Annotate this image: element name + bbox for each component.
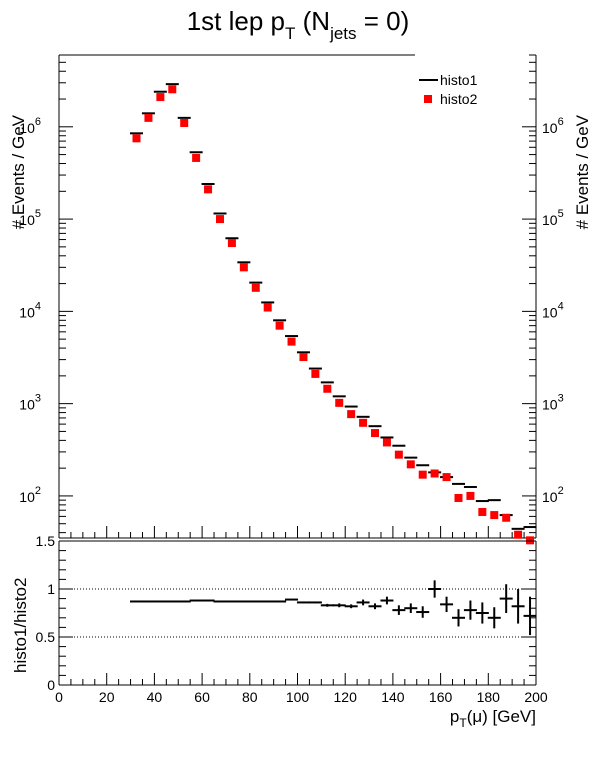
histo2-point [204, 185, 213, 194]
legend: histo1 histo2 [419, 72, 478, 107]
histo2-point [287, 337, 296, 346]
upper-y-axis-label-right: # Events / GeV [573, 114, 592, 229]
upper-y-tick-label-right: 102 [542, 485, 564, 505]
histo2-point [263, 303, 272, 312]
histo2-point [382, 438, 391, 447]
histo2-point [514, 530, 523, 539]
histo2-point [192, 153, 201, 162]
upper-y-tick-label-left: 102 [19, 485, 41, 505]
x-axis-label: pT(μ) [GeV] [450, 707, 536, 730]
histo1-series [130, 83, 537, 530]
ratio-series [130, 580, 537, 636]
histo2-point [251, 283, 260, 292]
histo2-point [215, 215, 224, 224]
histo2-point [430, 469, 439, 478]
histo2-point [239, 263, 248, 272]
histo2-point [371, 429, 380, 438]
histo2-point [180, 118, 189, 127]
lower-y-tick-label: 0.5 [36, 629, 56, 645]
x-tick-label: 160 [429, 689, 453, 705]
histo2-point [275, 321, 284, 330]
legend-histo1-label: histo1 [440, 72, 478, 88]
x-tick-label: 40 [147, 689, 163, 705]
lower-y-tick-label: 1.5 [36, 533, 56, 549]
histo2-point [168, 85, 177, 94]
x-tick-label: 60 [194, 689, 210, 705]
legend-histo2-label: histo2 [440, 91, 478, 107]
x-tick-label: 0 [55, 689, 63, 705]
ratio-reference-lines [59, 588, 536, 638]
histo2-point [323, 384, 332, 393]
histo2-point [299, 353, 308, 362]
histo2-point [526, 536, 535, 545]
upper-y-tick-labels-right: 102 103 104 105 106 [542, 116, 564, 505]
lower-y-tick-label: 0 [47, 677, 55, 693]
histo2-point [454, 493, 463, 502]
histo2-point [227, 239, 236, 248]
histo2-point [132, 134, 141, 143]
histo2-point [311, 369, 320, 378]
histo2-point [478, 507, 487, 516]
histo2-point [466, 491, 475, 500]
upper-y-tick-label-left: 103 [19, 393, 41, 413]
histo2-point [144, 113, 153, 122]
x-tick-label: 200 [524, 689, 548, 705]
histo2-point [335, 398, 344, 407]
x-tick-label: 140 [381, 689, 405, 705]
upper-y-tick-label-left: 105 [19, 208, 41, 228]
x-tick-label: 20 [99, 689, 115, 705]
lower-x-tick-labels: 0 20 40 60 80 100 120 140 160 180 200 [55, 689, 548, 705]
histo2-point [394, 450, 403, 459]
histo2-point [418, 470, 427, 479]
histo2-point [406, 460, 415, 469]
chart-title: 1st lep pT (Njets = 0) [187, 6, 410, 43]
x-tick-label: 120 [334, 689, 358, 705]
lower-tick-marks [58, 540, 537, 686]
lower-y-tick-labels: 0 0.5 1 1.5 [36, 533, 56, 693]
upper-y-tick-label-left: 104 [19, 300, 41, 320]
histo2-series [132, 85, 535, 545]
upper-y-tick-label-right: 105 [542, 208, 564, 228]
histo2-point [156, 93, 165, 102]
histo2-point [490, 511, 499, 520]
upper-y-tick-label-left: 106 [19, 116, 41, 136]
upper-y-tick-label-right: 104 [542, 300, 564, 320]
histo2-point [502, 513, 511, 522]
lower-y-tick-label: 1 [47, 581, 55, 597]
x-tick-label: 80 [242, 689, 258, 705]
upper-y-axis-label-left: # Events / GeV [9, 114, 28, 229]
x-tick-label: 100 [286, 689, 310, 705]
upper-y-tick-labels-left: 102 103 104 105 106 [19, 116, 41, 505]
histo2-point [359, 418, 368, 427]
upper-y-tick-label-right: 106 [542, 116, 564, 136]
lower-y-axis-label: histo1/histo2 [11, 578, 30, 673]
upper-y-tick-label-right: 103 [542, 393, 564, 413]
histo2-point [442, 473, 451, 482]
legend-histo2-marker [424, 95, 432, 103]
x-tick-label: 180 [477, 689, 501, 705]
histo2-point [347, 410, 356, 419]
upper-tick-marks [58, 54, 537, 538]
